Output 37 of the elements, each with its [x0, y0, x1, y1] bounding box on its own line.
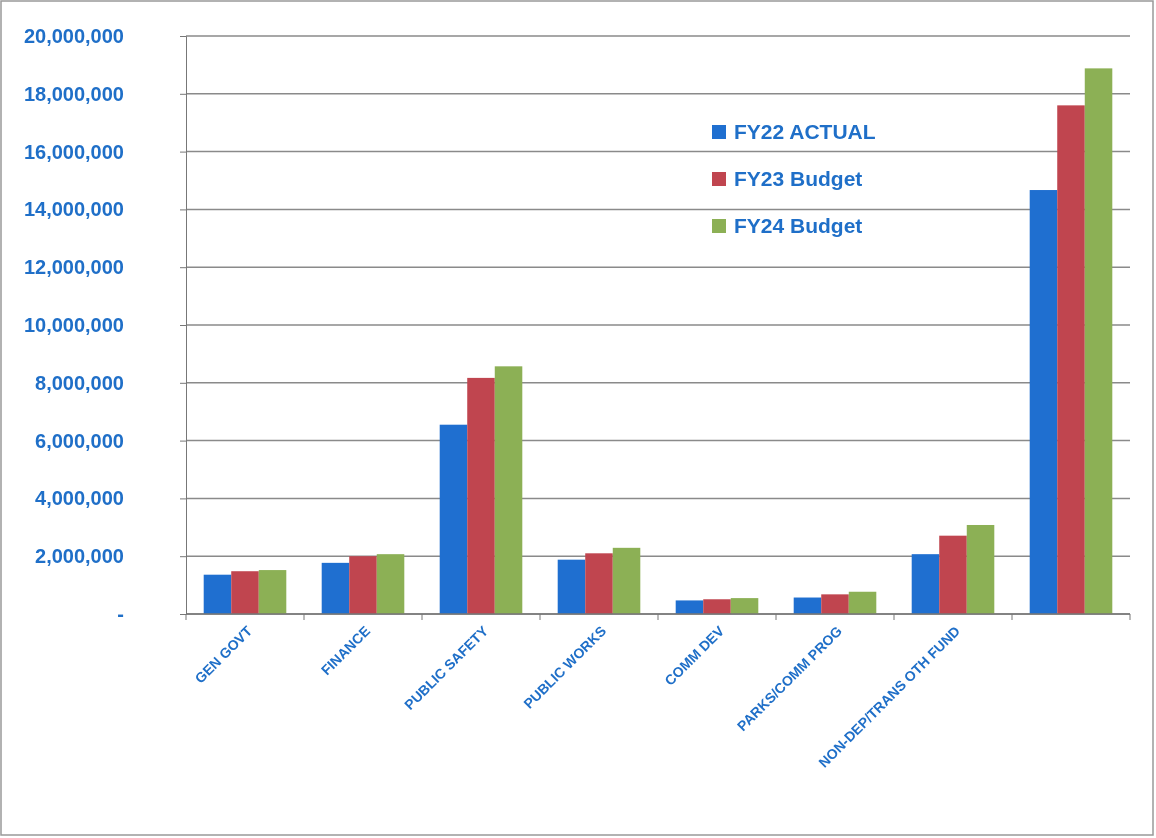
y-tick-label: 8,000,000 — [35, 371, 124, 394]
bar — [258, 570, 287, 614]
bar — [557, 559, 586, 614]
y-tick-label: 20,000,000 — [23, 24, 124, 47]
legend-label: FY24 Budget — [734, 214, 863, 237]
bar — [612, 547, 641, 614]
bar — [966, 524, 995, 614]
bar — [675, 600, 704, 614]
y-tick-label: 18,000,000 — [23, 82, 124, 105]
bar — [1084, 68, 1113, 614]
y-tick-label: 2,000,000 — [35, 545, 124, 568]
y-tick-label: 4,000,000 — [35, 487, 124, 510]
bar — [821, 594, 849, 614]
y-tick-label: - — [117, 602, 124, 625]
bar — [1057, 105, 1085, 614]
y-tick-label: 12,000,000 — [23, 256, 124, 279]
bar — [349, 556, 377, 614]
bar — [848, 591, 877, 614]
bar — [585, 553, 613, 614]
bar — [730, 598, 759, 614]
bar — [703, 599, 731, 614]
bar — [231, 571, 259, 614]
bar — [203, 574, 232, 614]
bar — [439, 424, 468, 614]
bar — [939, 535, 967, 614]
legend-label: FY22 ACTUAL — [734, 120, 876, 143]
bar — [911, 554, 940, 614]
bar — [376, 554, 405, 614]
bar — [467, 377, 495, 614]
legend-label: FY23 Budget — [734, 167, 863, 190]
bar — [494, 366, 523, 614]
bar — [321, 562, 350, 614]
bar — [1029, 190, 1058, 614]
y-tick-label: 14,000,000 — [23, 198, 124, 221]
y-tick-label: 16,000,000 — [23, 140, 124, 163]
y-tick-label: 10,000,000 — [23, 313, 124, 336]
y-tick-label: 6,000,000 — [35, 429, 124, 452]
